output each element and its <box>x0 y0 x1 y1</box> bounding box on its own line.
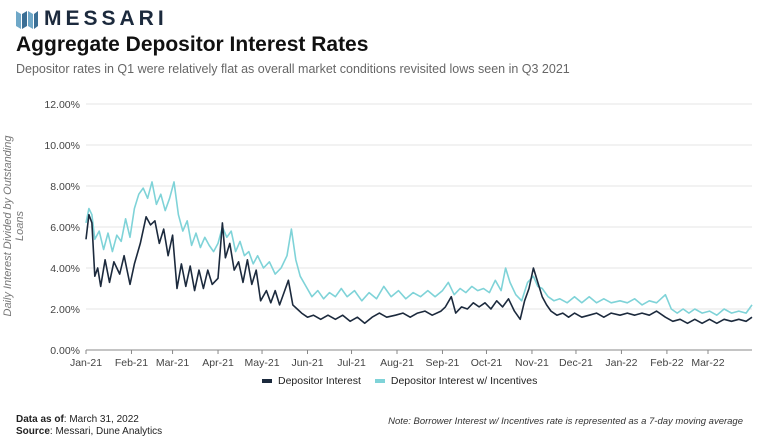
y-tick-label: 6.00% <box>50 222 80 234</box>
chart-legend: Depositor Interest Depositor Interest w/… <box>262 375 551 387</box>
chart-title: Aggregate Depositor Interest Rates <box>16 33 369 56</box>
legend-label-incentives: Depositor Interest w/ Incentives <box>390 375 538 387</box>
y-tick-label: 12.00% <box>44 99 80 111</box>
grid-lines <box>86 103 752 351</box>
x-tick-label: Jan-21 <box>70 357 102 369</box>
y-tick-label: 4.00% <box>50 263 80 275</box>
series-lines <box>85 181 753 325</box>
y-tick-label: 8.00% <box>50 181 80 193</box>
series-line-depositor <box>85 213 753 325</box>
brand-name: MESSARI <box>44 7 168 30</box>
y-tick-labels: 0.00% 2.00% 4.00% 6.00% 8.00% 10.00% 12.00% <box>44 99 80 357</box>
line-chart: 0.00% 2.00% 4.00% 6.00% 8.00% 10.00% 12.00% Ja… <box>44 99 753 369</box>
data-as-of: Data as of: March 31, 2022 <box>16 414 139 425</box>
x-tick-label: Jun-21 <box>291 357 323 369</box>
footer-note: Note: Borrower Interest w/ Incentives ra… <box>388 416 743 427</box>
x-tick-label: Aug-21 <box>380 357 414 369</box>
x-tick-labels: Jan-21 Feb-21 Mar-21 Apr-21 May-21 Jun-21 Jul-… <box>70 350 725 369</box>
x-tick-label: Mar-22 <box>691 357 724 369</box>
x-tick-label: Nov-21 <box>515 357 549 369</box>
data-source: Source: Messari, Dune Analytics <box>16 426 163 437</box>
x-tick-label: Jan-22 <box>605 357 637 369</box>
x-tick-label: Feb-21 <box>115 357 148 369</box>
legend-swatch-incentives <box>374 379 385 383</box>
legend-label-depositor: Depositor Interest <box>278 375 361 387</box>
messari-logo-icon <box>16 11 38 29</box>
chart-subtitle: Depositor rates in Q1 were relatively fl… <box>16 62 570 76</box>
legend-item-depositor: Depositor Interest <box>262 375 361 387</box>
x-tick-label: Dec-21 <box>559 357 593 369</box>
x-tick-label: Apr-21 <box>202 357 234 369</box>
x-tick-label: Jul-21 <box>337 357 366 369</box>
x-tick-label: Mar-21 <box>156 357 189 369</box>
y-tick-label: 10.00% <box>44 140 80 152</box>
x-tick-label: Sep-21 <box>426 357 460 369</box>
y-tick-label: 2.00% <box>50 304 80 316</box>
legend-item-incentives: Depositor Interest w/ Incentives <box>374 375 538 387</box>
legend-swatch-depositor <box>262 379 272 383</box>
x-tick-label: May-21 <box>245 357 280 369</box>
series-line-incentives <box>85 181 753 316</box>
messari-logo: MESSARI <box>16 7 168 30</box>
x-tick-label: Oct-21 <box>471 357 503 369</box>
y-tick-label: 0.00% <box>50 345 80 357</box>
footer-data-info: Data as of: March 31, 2022 Source: Messa… <box>16 414 162 438</box>
x-tick-label: Feb-22 <box>650 357 683 369</box>
